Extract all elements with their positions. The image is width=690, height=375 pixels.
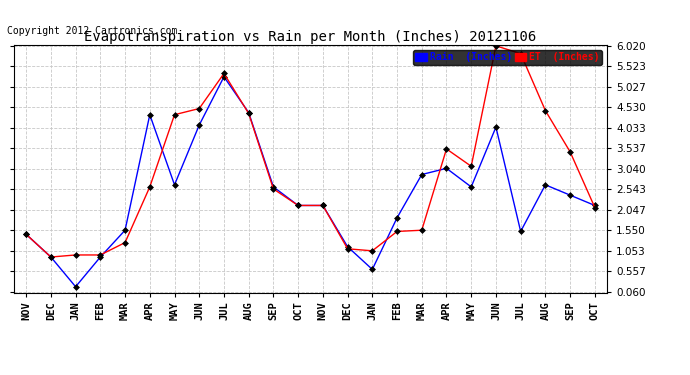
Text: Copyright 2012 Cartronics.com: Copyright 2012 Cartronics.com [7,26,177,36]
Title: Evapotranspiration vs Rain per Month (Inches) 20121106: Evapotranspiration vs Rain per Month (In… [84,30,537,44]
Legend: Rain  (Inches), ET  (Inches): Rain (Inches), ET (Inches) [413,50,602,65]
